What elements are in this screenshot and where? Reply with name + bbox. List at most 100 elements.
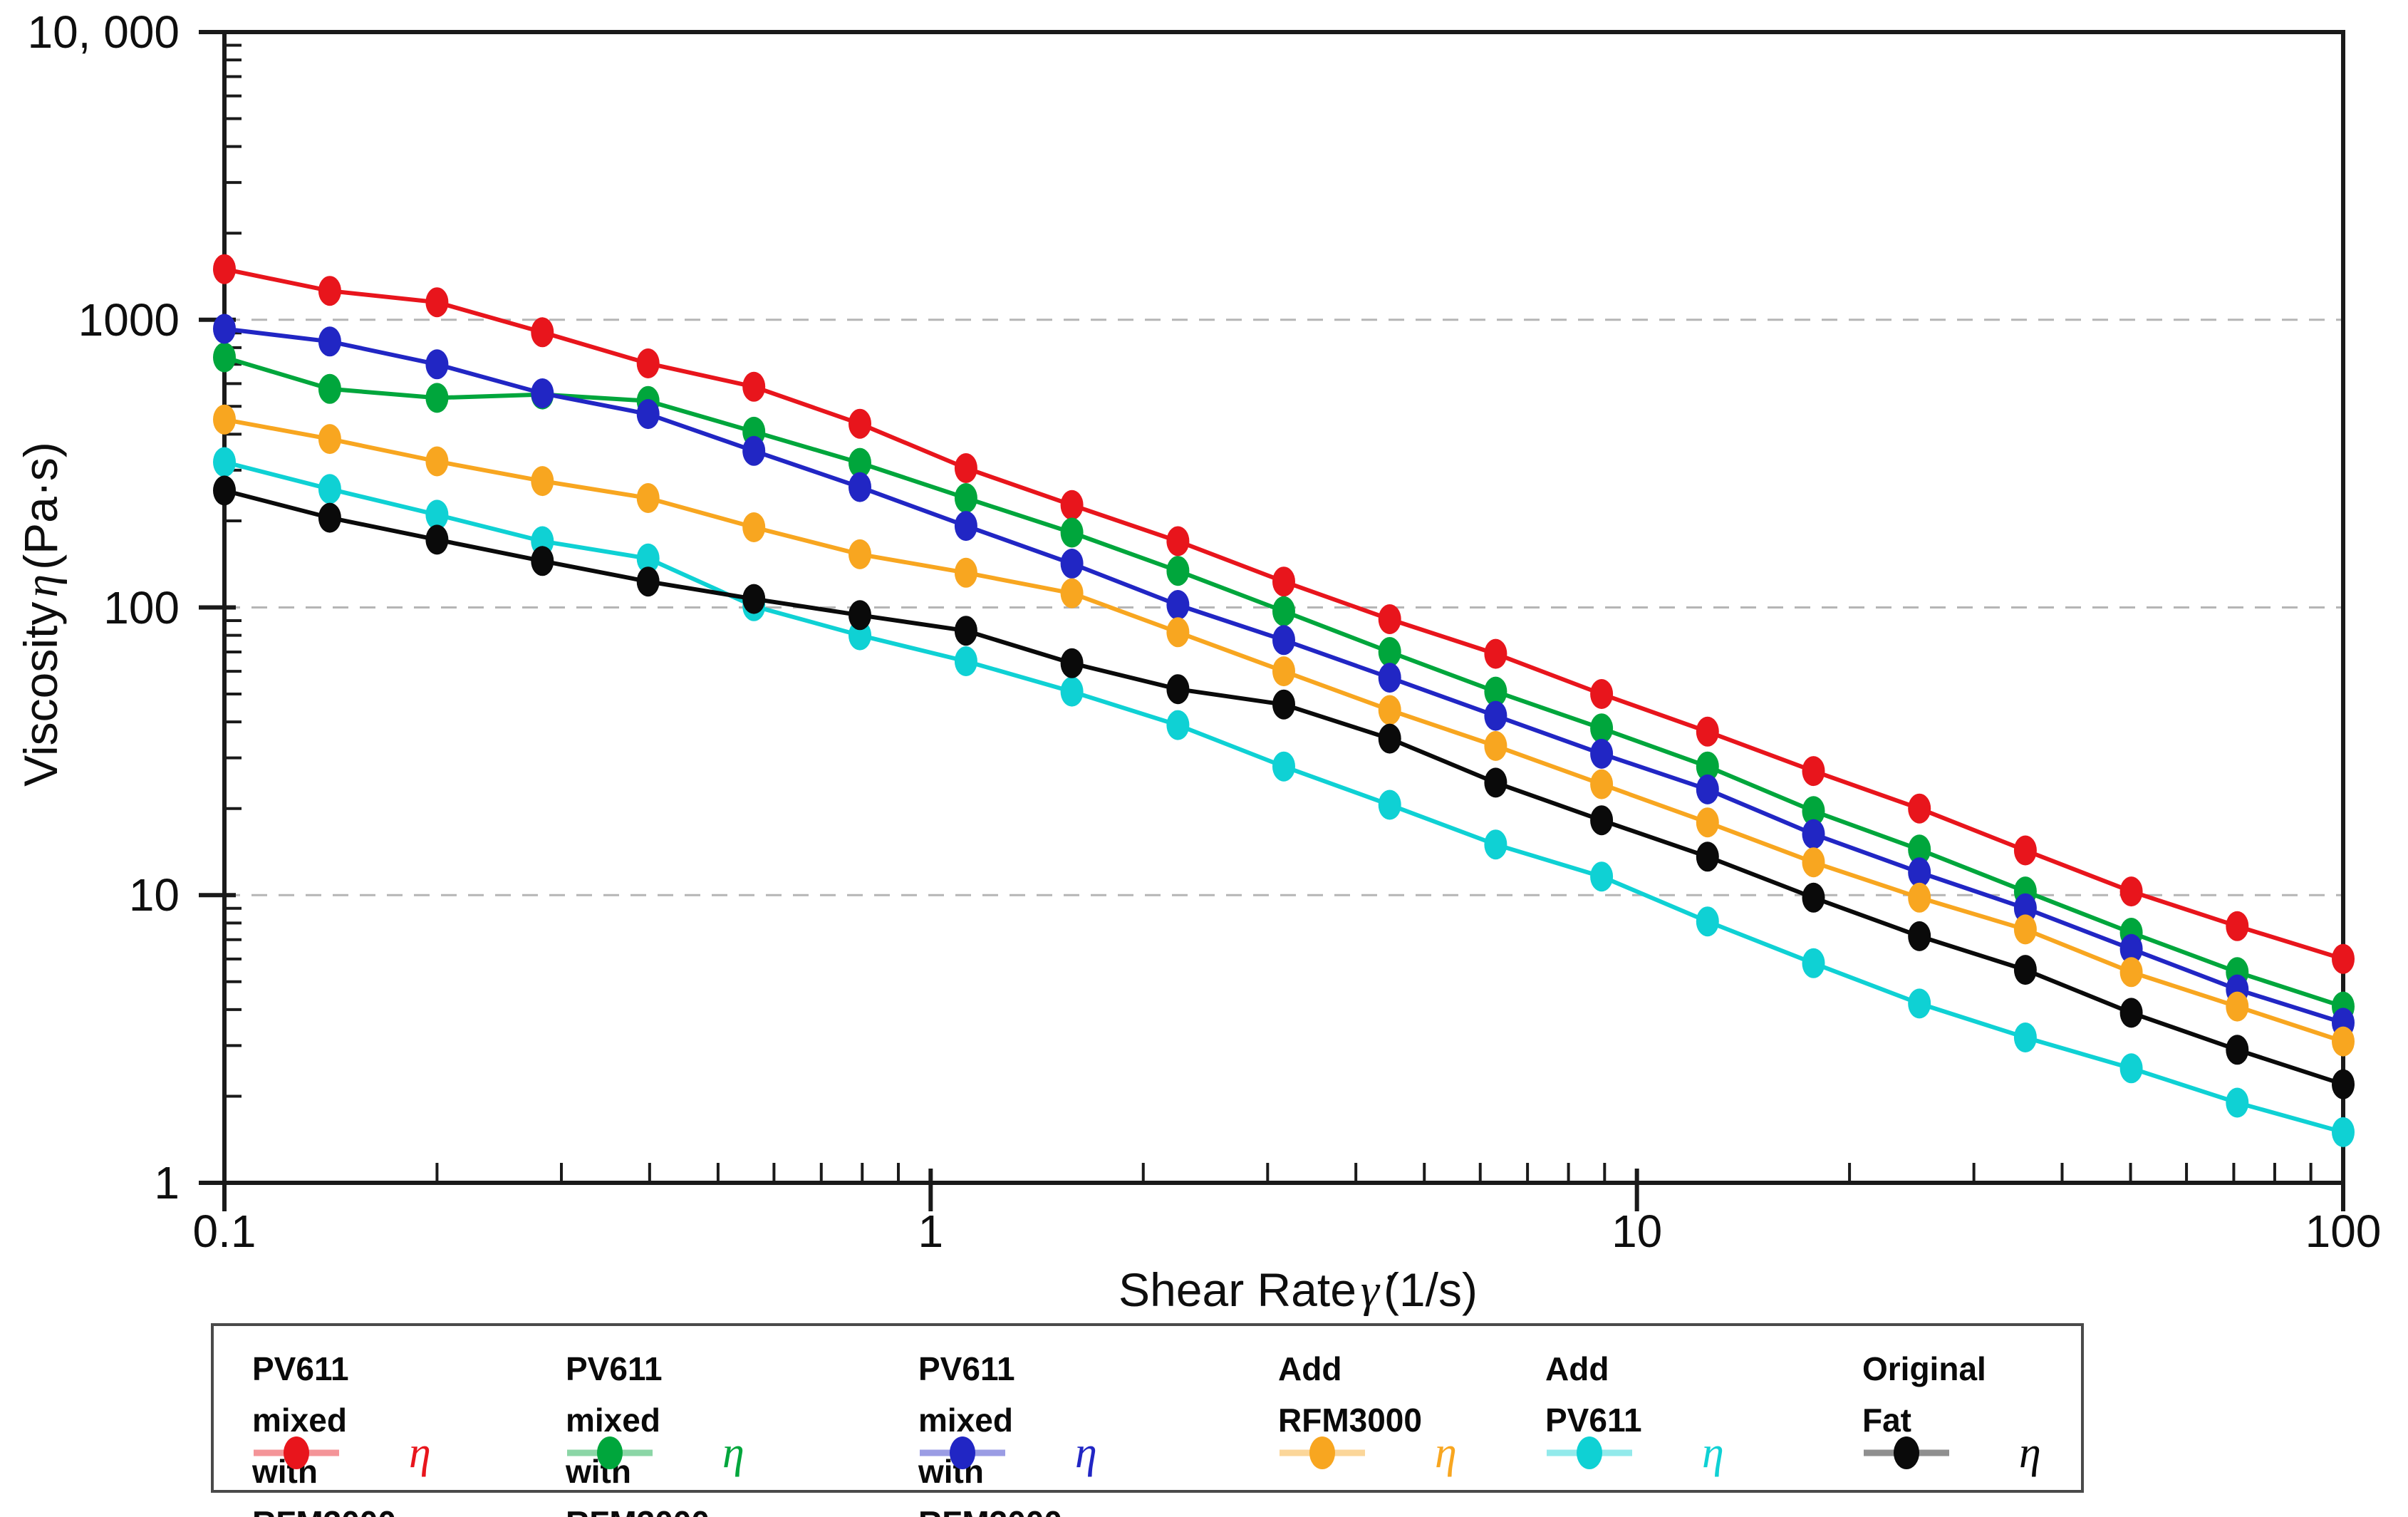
series-marker [1166,674,1190,705]
series-marker [1590,769,1614,799]
series-marker [2119,1053,2143,1084]
series-marker [318,326,341,357]
series-marker [1060,648,1084,678]
y-tick-label: 10, 000 [27,6,180,58]
series-marker [1060,517,1084,548]
series-marker [1060,578,1084,609]
legend-marker-icon [1547,1436,1632,1469]
series-marker [1484,676,1507,707]
series-marker [1272,656,1295,687]
series-marker [425,499,449,530]
series-marker [1060,676,1084,707]
series-marker [2013,893,2037,923]
series-marker [2226,1035,2249,1065]
series-marker [1060,549,1084,579]
series-marker [1484,829,1507,860]
series-marker [1272,596,1295,626]
series-marker [1484,700,1507,731]
series-marker [1484,730,1507,761]
legend-marker-icon [567,1436,653,1469]
series-marker [425,349,449,380]
y-axis-title-units: (Pa·s) [14,442,67,570]
eta-symbol: η [16,574,68,598]
legend-entry-label: Original Fat [1862,1350,1986,1439]
legend-eta-symbol: η [1075,1429,1097,1477]
series-marker [1696,807,1719,838]
legend-marker-row: η [566,1430,744,1476]
series-marker [1378,695,1401,725]
x-tick-label: 10 [1612,1206,1663,1257]
series-marker [318,276,341,306]
series-marker [2013,1022,2037,1052]
series-marker [954,453,977,483]
series-marker [1696,906,1719,937]
y-tick-label: 100 [103,581,180,633]
series-marker [1060,490,1084,520]
series-marker [954,511,977,542]
series-marker [742,512,766,542]
series-marker [2332,943,2355,974]
series-marker [2226,911,2249,941]
series-marker [2013,835,2037,866]
series-marker [1908,882,1931,913]
series-marker [213,475,236,506]
series-marker [1802,819,1825,849]
series-marker [1590,805,1614,836]
series-marker [1378,789,1401,820]
gamma-dot-symbol: γ̇ [1360,1265,1379,1317]
series-marker [1166,526,1190,556]
series-marker [636,483,660,513]
series-marker [213,342,236,373]
series-marker [531,546,554,576]
legend-marker-icon [920,1436,1005,1469]
series-marker [213,447,236,477]
legend-marker-icon [254,1436,339,1469]
series-marker [1590,738,1614,769]
series-marker [1272,751,1295,782]
legend-eta-symbol: η [2019,1429,2041,1477]
x-tick-label: 0.1 [192,1206,256,1257]
series-marker [425,446,449,477]
x-axis-title: Shear Rateγ̇(1/s) [1119,1263,1478,1318]
series-marker [2013,955,2037,985]
y-tick-label: 1000 [78,294,180,346]
series-marker [1484,638,1507,669]
legend-entry-label: PV611 mixed with RFM3000 (1:3) [252,1350,396,1517]
series-marker [1590,861,1614,892]
x-tick-label: 1 [918,1206,944,1257]
series-marker [1272,625,1295,656]
x-axis-title-text: Shear Rate [1119,1263,1356,1316]
series-marker [742,435,766,466]
series-marker [1908,921,1931,951]
series-marker [2226,991,2249,1022]
series-marker [531,317,554,348]
series-marker [636,348,660,378]
series-marker [2119,998,2143,1028]
series-marker [1908,857,1931,888]
series-marker [318,373,341,404]
legend-marker-row: η [1862,1430,2041,1476]
series-marker [318,424,341,455]
series-marker [1802,882,1825,913]
series-marker [636,543,660,574]
legend-entry-label: Add RFM3000 [1278,1350,1422,1439]
legend-marker-row: η [918,1430,1097,1476]
series-marker [954,646,977,676]
series-marker [1802,796,1825,827]
series-marker [425,383,449,413]
series-marker [1166,590,1190,620]
legend-eta-symbol: η [409,1429,431,1477]
series-marker [1378,637,1401,667]
series-marker [213,314,236,344]
series-marker [1484,767,1507,798]
legend-entry-label: PV611 mixed with RFM3000 (3:1) [918,1350,1062,1517]
series-marker [2013,914,2037,945]
legend-eta-symbol: η [722,1429,744,1477]
series-marker [2119,957,2143,988]
series-marker [1908,834,1931,865]
series-marker [1166,710,1190,740]
series-marker [1166,556,1190,586]
series-marker [425,524,449,555]
